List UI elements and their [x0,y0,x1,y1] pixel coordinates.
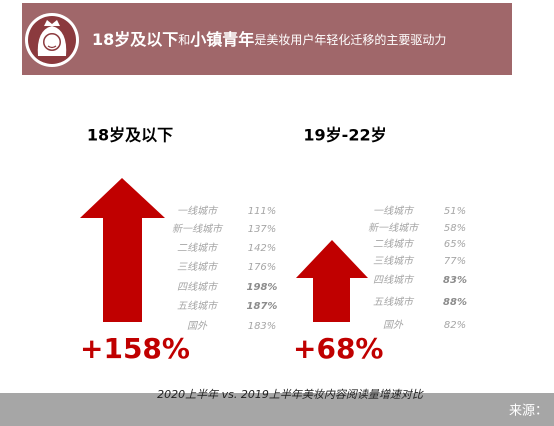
tables: 一线城市 111% 新一线城市 137% 二线城市 142% 三线城市 176% 四线城市 198… [172,205,467,332]
row-value: 176% [248,262,277,273]
row-value: 142% [248,243,277,254]
growth: +68% [293,332,383,365]
title-part: 是美妆用户年轻化迁移的主要驱动力 [254,32,446,47]
row-label: 二线城市 [177,242,219,254]
row-label: 国外 [187,320,208,332]
title-part: 和 [178,33,190,47]
row-label: 四线城市 [177,281,219,293]
banner-title: 18岁及以下和小镇青年是美妆用户年轻化迁移的主要驱动力 [92,30,446,49]
row-value: 198% [247,282,278,293]
row-label: 新一线城市 [368,222,420,234]
row-label: 三线城市 [373,255,415,267]
row-label: 五线城市 [177,300,219,312]
footer-bar [0,393,554,426]
title-part: 小镇青年 [190,30,254,49]
row-label: 国外 [383,319,404,331]
row-label: 一线城市 [177,205,219,217]
row-value: 77% [444,256,466,267]
panel-heading: 18岁及以下 [87,126,173,145]
row-label: 一线城市 [373,205,415,217]
source: 来源： [509,404,548,419]
row-value: 88% [443,297,467,308]
caption: 2020上半年 vs. 2019上半年美妆内容阅读量增速对比 [157,388,424,401]
row-label: 五线城市 [373,296,415,308]
title-part: 18岁及以下 [92,30,178,49]
row-value: 58% [444,223,466,234]
banner [22,3,512,75]
row-value: 183% [248,321,277,332]
row-value: 111% [248,206,277,217]
growth: +158% [80,332,190,365]
arrow [80,178,165,322]
row-value: 83% [443,275,467,286]
row-value: 82% [444,320,466,331]
row-value: 187% [247,301,278,312]
arrow [296,240,368,322]
panel-heading: 19岁-22岁 [303,126,386,145]
row-value: 137% [248,224,277,235]
row-label: 三线城市 [177,261,219,273]
icon [25,13,79,67]
row-label: 新一线城市 [172,223,224,235]
row-value: 65% [444,239,466,250]
row-value: 51% [444,206,466,217]
row-label: 四线城市 [373,274,415,286]
row-label: 二线城市 [373,238,415,250]
